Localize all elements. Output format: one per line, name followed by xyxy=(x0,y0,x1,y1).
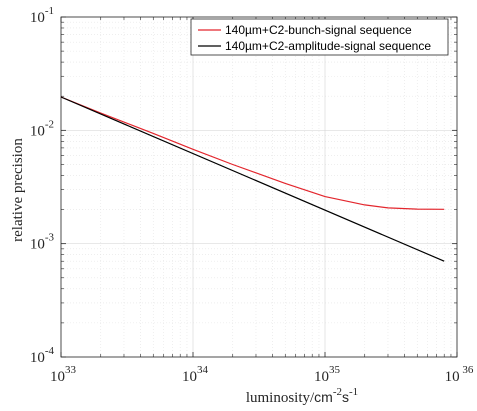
x-tick-label: 1033 xyxy=(50,364,77,385)
x-axis-unit-exp2: -1 xyxy=(349,386,358,398)
series-layer xyxy=(60,96,445,262)
x-tick-label-base: 10 xyxy=(314,369,329,385)
x-axis-unit-base2: s xyxy=(342,389,349,405)
x-tick-label-base: 10 xyxy=(182,369,197,385)
x-tick-label: 10 36 xyxy=(445,364,474,385)
legend: 140µm+C2-bunch-signal sequence 140µm+C2-… xyxy=(190,18,449,56)
y-tick-label: 10-1 xyxy=(30,5,54,26)
y-tick-label: 10-4 xyxy=(30,345,55,366)
y-tick-label-base: 10 xyxy=(30,123,45,139)
x-tick-labels: 1033 1034 1035 10 36 xyxy=(50,364,474,385)
series-line-0 xyxy=(60,96,445,210)
x-tick-label: 1034 xyxy=(182,364,209,385)
x-tick-label-exp: 35 xyxy=(329,364,341,376)
legend-box xyxy=(190,18,449,56)
grid-minor xyxy=(61,17,457,357)
x-axis-label: luminosity/cm-2s-1 xyxy=(246,386,358,406)
x-axis-label-prefix: luminosity/ xyxy=(246,390,315,406)
y-tick-labels: 10-410-310-210-1 xyxy=(30,5,55,366)
legend-label-amplitude: 140µm+C2-amplitude-signal sequence xyxy=(225,39,431,53)
x-axis-unit-exp1: -2 xyxy=(333,386,342,398)
y-tick-label-base: 10 xyxy=(30,10,45,26)
x-tick-label: 1035 xyxy=(314,364,341,385)
y-tick-label-exp: -1 xyxy=(45,5,54,17)
series-line-1 xyxy=(60,96,445,262)
x-tick-label-exp: 33 xyxy=(65,364,77,376)
x-tick-label-base: 10 xyxy=(50,369,65,385)
plot-frame xyxy=(60,16,458,358)
y-tick-label-exp: -3 xyxy=(45,232,55,244)
y-tick-label: 10-2 xyxy=(30,118,54,139)
x-tick-label-base: 10 xyxy=(445,369,460,385)
legend-label-bunch: 140µm+C2-bunch-signal sequence xyxy=(225,23,412,37)
y-tick-label-exp: -2 xyxy=(45,118,54,130)
y-tick-label: 10-3 xyxy=(30,232,55,253)
y-axis-label: relative precision xyxy=(10,138,26,242)
x-axis-unit-base1: cm xyxy=(314,389,333,405)
axis-ticks xyxy=(60,16,458,358)
x-tick-label-exp: 36 xyxy=(460,364,474,376)
x-tick-label-exp: 34 xyxy=(197,364,209,376)
y-tick-label-base: 10 xyxy=(30,237,45,253)
y-tick-label-base: 10 xyxy=(30,350,45,366)
y-tick-label-exp: -4 xyxy=(45,345,55,357)
grid-major xyxy=(60,16,458,358)
